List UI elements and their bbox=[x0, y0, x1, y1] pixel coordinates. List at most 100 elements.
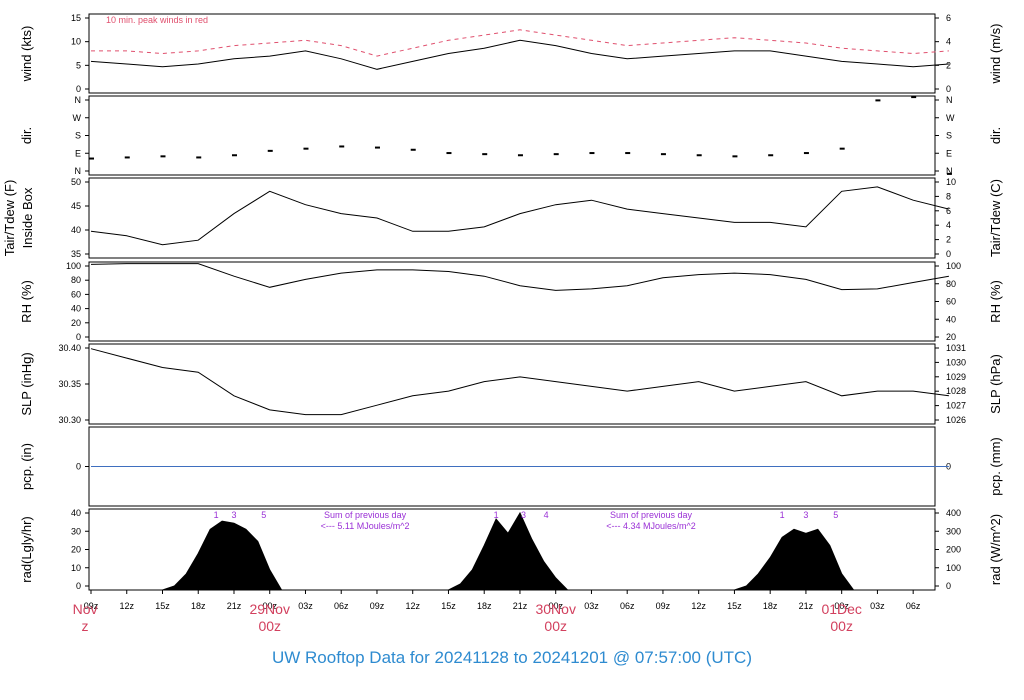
wind-ytick-left: 0 bbox=[76, 84, 81, 94]
x-tick-label: 00z bbox=[548, 601, 563, 611]
wind-series-0 bbox=[90, 39, 949, 70]
wind-annotation: 10 min. peak winds in red bbox=[106, 15, 208, 25]
rad-ylabel-left: rad(Lgly/hr) bbox=[19, 516, 34, 582]
x-date-hour: 00z bbox=[544, 618, 567, 634]
x-tick-label: 00z bbox=[262, 601, 277, 611]
rad-ytick-left: 10 bbox=[71, 563, 81, 573]
dir-point bbox=[89, 157, 94, 160]
x-tick-label: 18z bbox=[763, 601, 778, 611]
rh-ytick-right: 80 bbox=[946, 279, 956, 289]
rad-ytick-left: 40 bbox=[71, 508, 81, 518]
rad-top-label: 1 bbox=[494, 510, 499, 520]
slp-ytick-right: 1027 bbox=[946, 401, 966, 411]
x-tick-label: 15z bbox=[441, 601, 456, 611]
x-tick-label: 09z bbox=[656, 601, 671, 611]
x-tick-label: 09z bbox=[84, 601, 99, 611]
dir-point bbox=[553, 153, 559, 156]
rad-top-label: 5 bbox=[261, 510, 266, 520]
rh-ytick-right: 100 bbox=[946, 261, 961, 271]
dir-ytick-right: N bbox=[946, 95, 953, 105]
wind-ytick-right: 6 bbox=[946, 13, 951, 23]
dir-ytick-left: E bbox=[75, 148, 81, 158]
pcp-ytick-left: 0 bbox=[76, 462, 81, 472]
x-tick-label: 15z bbox=[727, 601, 742, 611]
x-tick-label: 03z bbox=[870, 601, 885, 611]
rh-ytick-right: 40 bbox=[946, 314, 956, 324]
slp-ylabel-left: SLP (inHg) bbox=[19, 352, 34, 415]
wind-frame bbox=[88, 13, 936, 94]
pcp-ylabel-left: pcp. (in) bbox=[19, 443, 34, 490]
rad-top-label: 1 bbox=[214, 510, 219, 520]
rad-annotation: Sum of previous day bbox=[324, 510, 407, 520]
x-tick-label: 03z bbox=[298, 601, 313, 611]
wind-ytick-left: 15 bbox=[71, 13, 81, 23]
slp-ytick-right: 1029 bbox=[946, 372, 966, 382]
x-date-label: 30Nov bbox=[535, 601, 575, 617]
chart-title: UW Rooftop Data for 20241128 to 20241201… bbox=[271, 648, 752, 667]
dir-point bbox=[803, 152, 809, 155]
slp-ytick-left: 30.35 bbox=[58, 379, 81, 389]
rad-ytick-left: 30 bbox=[71, 526, 81, 536]
dir-ytick-left: N bbox=[75, 166, 82, 176]
dir-ytick-right: W bbox=[946, 113, 955, 123]
dir-point bbox=[517, 154, 523, 157]
dir-ytick-right: N bbox=[946, 166, 953, 176]
dir-point bbox=[732, 155, 738, 158]
rh-ytick-left: 0 bbox=[76, 332, 81, 342]
temp-ytick-left: 35 bbox=[71, 249, 81, 259]
dir-point bbox=[589, 152, 595, 155]
rh-series-0 bbox=[90, 263, 949, 291]
x-tick-label: 09z bbox=[370, 601, 385, 611]
dir-ylabel-left: dir. bbox=[19, 127, 34, 144]
rh-ytick-left: 60 bbox=[71, 289, 81, 299]
slp-ytick-right: 1030 bbox=[946, 357, 966, 367]
temp-ytick-right: 2 bbox=[946, 235, 951, 245]
wind-ylabel-right: wind (m/s) bbox=[988, 24, 1003, 85]
temp-ylabel-left: Inside Box bbox=[20, 187, 35, 248]
slp-ytick-right: 1026 bbox=[946, 415, 966, 425]
rh-ytick-left: 100 bbox=[66, 261, 81, 271]
rad-top-label: 3 bbox=[521, 510, 526, 520]
dir-ytick-right: E bbox=[946, 148, 952, 158]
slp-ytick-right: 1031 bbox=[946, 343, 966, 353]
dir-ytick-left: N bbox=[75, 95, 82, 105]
dir-point bbox=[339, 145, 345, 148]
dir-point bbox=[196, 156, 202, 159]
wind-ylabel-left: wind (kts) bbox=[19, 26, 34, 83]
x-tick-label: 12z bbox=[405, 601, 420, 611]
dir-ylabel-right: dir. bbox=[988, 127, 1003, 144]
rad-ytick-left: 20 bbox=[71, 545, 81, 555]
dir-point bbox=[911, 96, 917, 99]
rh-ytick-right: 60 bbox=[946, 297, 956, 307]
x-tick-label: 06z bbox=[620, 601, 635, 611]
rh-ylabel-right: RH (%) bbox=[988, 280, 1003, 323]
dir-point bbox=[303, 147, 309, 150]
dir-point bbox=[660, 153, 666, 156]
dir-point bbox=[124, 156, 130, 159]
rad-top-label: 4 bbox=[544, 510, 549, 520]
dir-ytick-left: S bbox=[75, 131, 81, 141]
temp-ylabel-right: Tair/Tdew (C) bbox=[988, 179, 1003, 257]
temp-ytick-right: 6 bbox=[946, 206, 951, 216]
x-date-hour: 00z bbox=[830, 618, 853, 634]
rad-top-label: 1 bbox=[780, 510, 785, 520]
dir-point bbox=[231, 154, 237, 157]
wind-ytick-right: 0 bbox=[946, 84, 951, 94]
x-tick-label: 03z bbox=[584, 601, 599, 611]
rad-ytick-left: 0 bbox=[76, 581, 81, 591]
temp-ytick-right: 0 bbox=[946, 249, 951, 259]
rad-ylabel-right: rad (W/m^2) bbox=[988, 514, 1003, 585]
dir-point bbox=[410, 148, 416, 151]
temp-ytick-left: 50 bbox=[71, 177, 81, 187]
dir-point bbox=[446, 152, 452, 155]
rh-frame bbox=[88, 261, 936, 342]
pcp-ylabel-right: pcp. (mm) bbox=[988, 437, 1003, 496]
rad-area bbox=[162, 511, 855, 591]
slp-ytick-left: 30.40 bbox=[58, 343, 81, 353]
dir-point bbox=[875, 99, 881, 102]
x-date-hour: z bbox=[82, 618, 89, 634]
x-tick-label: 21z bbox=[227, 601, 242, 611]
slp-ylabel-right: SLP (hPa) bbox=[988, 354, 1003, 414]
dir-point bbox=[374, 146, 380, 149]
dir-point bbox=[267, 149, 273, 152]
